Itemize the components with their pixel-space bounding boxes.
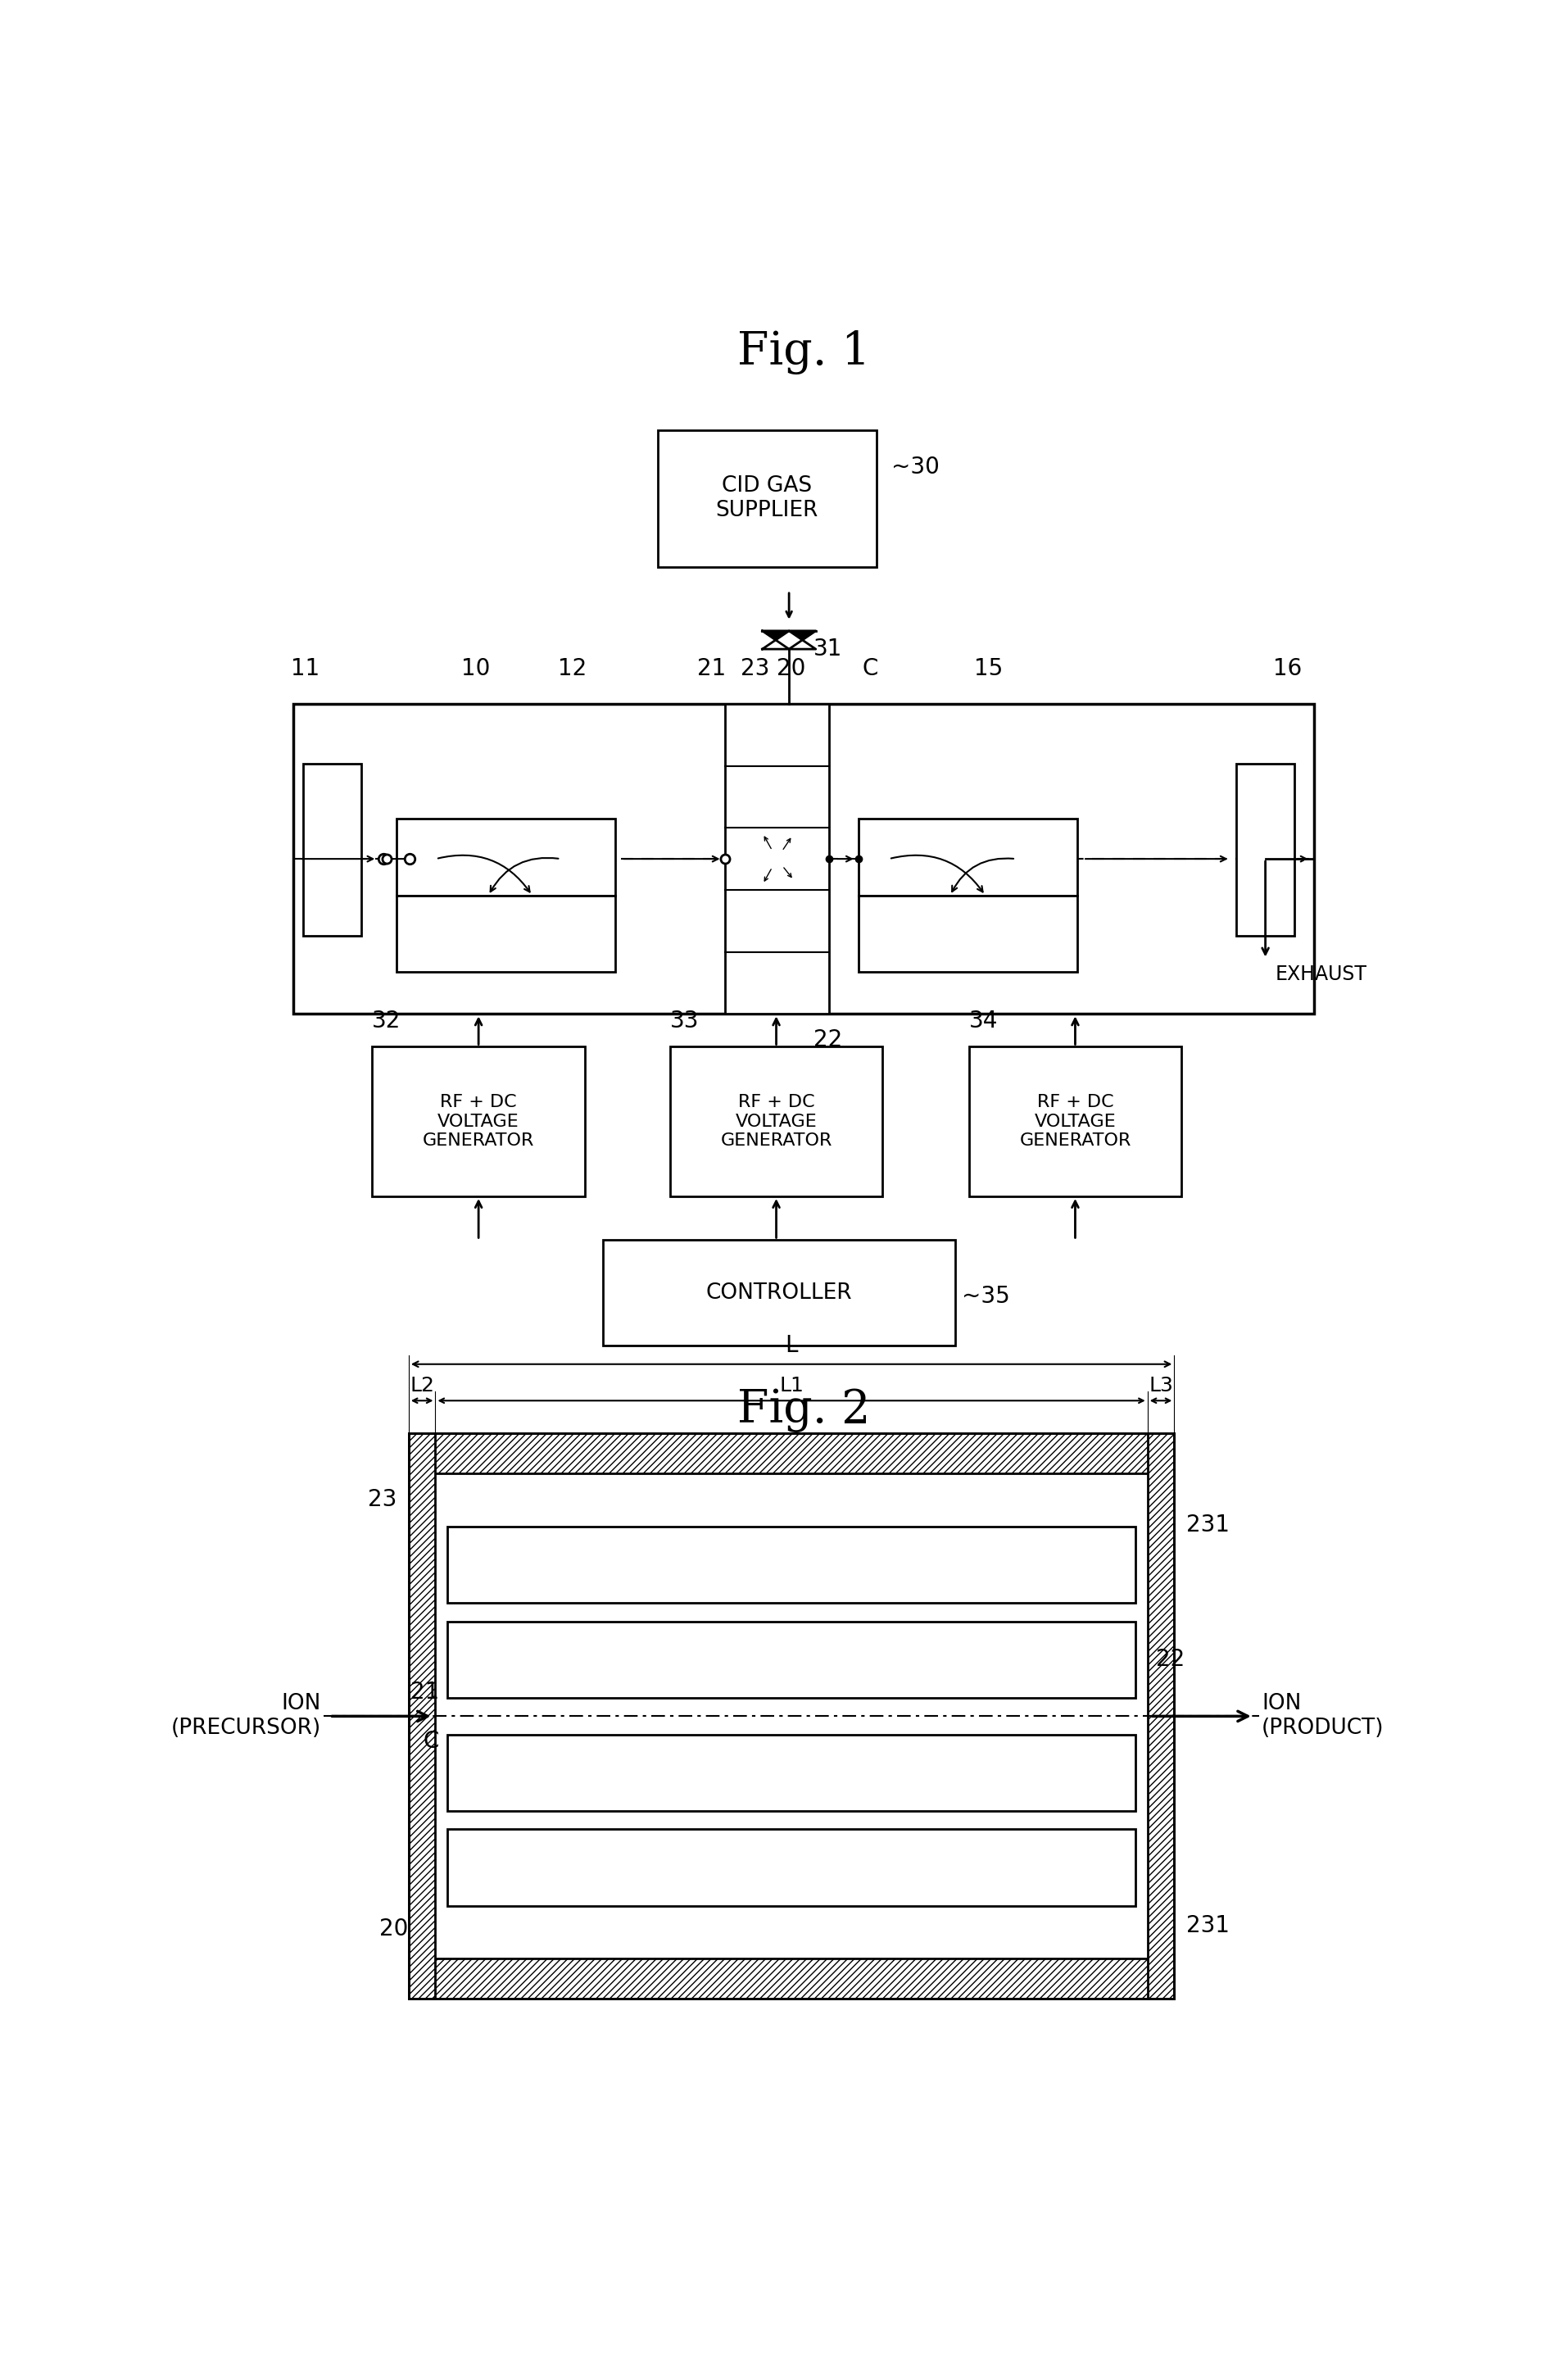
Text: 23: 23 [367, 1488, 397, 1511]
Bar [293, 704, 1314, 1014]
Text: ION
(PRECURSOR): ION (PRECURSOR) [171, 1694, 321, 1739]
Text: 231: 231 [1187, 1914, 1229, 1938]
Bar [372, 1047, 585, 1196]
Bar [670, 1047, 883, 1196]
Bar [303, 765, 361, 936]
Polygon shape [762, 630, 815, 649]
Text: CID GAS
SUPPLIER: CID GAS SUPPLIER [715, 476, 818, 521]
Bar [409, 1433, 1174, 1999]
Text: 22: 22 [814, 1028, 842, 1052]
Bar [447, 1829, 1135, 1907]
Text: ~35: ~35 [961, 1286, 1010, 1308]
Bar [409, 1959, 1174, 1999]
Text: L3: L3 [1149, 1376, 1173, 1395]
Text: L1: L1 [779, 1376, 804, 1395]
Bar [447, 1526, 1135, 1604]
Polygon shape [762, 630, 815, 649]
Bar [409, 1433, 436, 1999]
Text: RF + DC
VOLTAGE
GENERATOR: RF + DC VOLTAGE GENERATOR [1019, 1094, 1131, 1149]
Bar [659, 431, 877, 566]
Bar [447, 1620, 1135, 1699]
Text: 15: 15 [974, 656, 1004, 680]
Text: 34: 34 [969, 1009, 997, 1033]
Text: 231: 231 [1187, 1514, 1229, 1535]
Text: L: L [786, 1334, 798, 1357]
Text: 32: 32 [372, 1009, 401, 1033]
Text: 11: 11 [292, 656, 320, 680]
Bar [1236, 765, 1295, 936]
Bar [858, 895, 1077, 971]
Text: ~30: ~30 [891, 455, 939, 479]
Bar [409, 1433, 1174, 1474]
Text: ION
(PRODUCT): ION (PRODUCT) [1262, 1694, 1385, 1739]
Text: 20: 20 [778, 656, 806, 680]
Text: Fig. 1: Fig. 1 [737, 329, 870, 374]
Bar [447, 1734, 1135, 1810]
Text: 20: 20 [379, 1917, 409, 1940]
Text: CONTROLLER: CONTROLLER [706, 1282, 853, 1303]
Text: L2: L2 [409, 1376, 434, 1395]
Text: 16: 16 [1273, 656, 1301, 680]
Text: C: C [862, 656, 878, 680]
Text: C: C [423, 1729, 439, 1753]
Bar [1148, 1433, 1174, 1999]
Text: RF + DC
VOLTAGE
GENERATOR: RF + DC VOLTAGE GENERATOR [720, 1094, 833, 1149]
Bar [436, 1474, 1148, 1959]
Text: RF + DC
VOLTAGE
GENERATOR: RF + DC VOLTAGE GENERATOR [423, 1094, 535, 1149]
Text: 22: 22 [1156, 1649, 1185, 1670]
Bar [604, 1239, 955, 1346]
Text: 21: 21 [696, 656, 726, 680]
Bar [724, 704, 829, 1014]
Text: 12: 12 [558, 656, 586, 680]
Text: 21: 21 [411, 1680, 439, 1703]
Bar [858, 820, 1077, 895]
Bar [397, 895, 615, 971]
Bar [969, 1047, 1182, 1196]
Text: EXHAUST: EXHAUST [1275, 964, 1367, 986]
Text: 31: 31 [814, 637, 842, 661]
Text: 33: 33 [670, 1009, 699, 1033]
Bar [397, 820, 615, 895]
Text: Fig. 2: Fig. 2 [737, 1388, 870, 1433]
Text: 10: 10 [461, 656, 489, 680]
Text: 23: 23 [740, 656, 770, 680]
